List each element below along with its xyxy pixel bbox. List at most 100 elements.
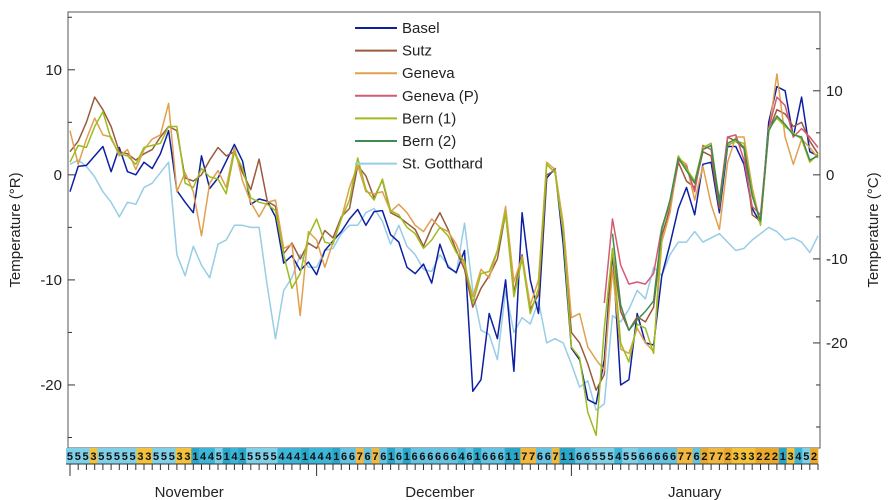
month-label: January [668,484,722,500]
weather-code-digit: 3 [788,451,794,463]
weather-code-cell [731,448,740,464]
weather-code-digit: 1 [568,451,574,463]
weather-code-cell [434,448,443,464]
weather-code-cell [457,448,466,464]
weather-code-digit: 5 [607,451,613,463]
weather-code-cell [645,448,654,464]
weather-code-cell [465,448,474,464]
weather-code-digit: 7 [553,451,559,463]
weather-code-digit: 2 [811,451,817,463]
weather-code-digit: 4 [615,451,622,463]
weather-code-cell [496,448,505,464]
weather-code-cell [105,448,114,464]
weather-code-digit: 6 [576,451,582,463]
weather-code-digit: 5 [98,451,104,463]
weather-code-cell [489,448,498,464]
y-tick-label-left: 10 [45,62,62,79]
weather-code-cell [810,448,819,464]
weather-code-cell [285,448,294,464]
weather-code-cell [113,448,122,464]
weather-code-digit: 6 [419,451,425,463]
weather-code-cell [551,448,560,464]
weather-code-cell [293,448,302,464]
weather-code-cell [254,448,263,464]
weather-code-digit: 7 [521,451,527,463]
weather-code-cell [606,448,615,464]
weather-code-cell [395,448,404,464]
weather-code-digit: 3 [145,451,151,463]
weather-code-cell [512,448,521,464]
series-line-st-gotthard [69,159,819,411]
weather-code-digit: 2 [725,451,731,463]
weather-code-digit: 6 [341,451,347,463]
weather-code-cell [630,448,639,464]
weather-code-cell [175,448,184,464]
weather-code-digit: 6 [639,451,645,463]
weather-code-cell [348,448,357,464]
weather-code-cell [692,448,701,464]
weather-code-cell [716,448,725,464]
weather-code-cell [520,448,529,464]
weather-code-cell [222,448,231,464]
weather-code-digit: 5 [83,451,89,463]
weather-code-digit: 1 [780,451,786,463]
weather-code-digit: 7 [709,451,715,463]
weather-code-digit: 4 [286,451,293,463]
y-axis-right: 10 0 -10 -20 [813,48,848,428]
legend-label: Basel [402,20,440,37]
weather-code-cell [442,448,451,464]
weather-code-cell [677,448,686,464]
weather-code-digit: 4 [318,451,325,463]
weather-code-digit: 5 [75,451,81,463]
weather-code-digit: 6 [412,451,418,463]
weather-code-cell [410,448,419,464]
weather-code-digit: 1 [506,451,512,463]
weather-code-cell [598,448,607,464]
weather-code-cell [120,448,129,464]
weather-code-digit: 4 [231,451,238,463]
weather-code-digit: 5 [600,451,606,463]
series-line-bern-1 [69,111,819,437]
weather-code-cell [794,448,803,464]
weather-code-digit: 6 [443,451,449,463]
weather-code-digit: 5 [255,451,261,463]
weather-code-cell [473,448,482,464]
weather-code-cell [747,448,756,464]
weather-code-cell [371,448,380,464]
weather-code-digit: 6 [466,451,472,463]
weather-code-cell [340,448,349,464]
weather-code-digit: 5 [122,451,128,463]
weather-code-digit: 1 [302,451,308,463]
x-axis [69,464,819,476]
legend: Basel Sutz Geneva Geneva (P) Bern (1) Bern (2… [355,20,483,173]
weather-code-cell [786,448,795,464]
weather-code-cell [622,448,631,464]
weather-code-digit: 4 [325,451,332,463]
y-axis-left: 10 0 -10 -20 [40,16,75,438]
weather-code-digit: 2 [764,451,770,463]
weather-code-cell [778,448,787,464]
weather-code-cell [543,448,552,464]
weather-code-digit: 7 [529,451,535,463]
weather-code-cell [661,448,670,464]
weather-code-digit: 7 [717,451,723,463]
weather-code-digit: 5 [161,451,167,463]
weather-code-digit: 5 [106,451,112,463]
weather-code-cell [481,448,490,464]
weather-code-digit: 3 [741,451,747,463]
weather-code-digit: 6 [584,451,590,463]
weather-code-digit: 6 [427,451,433,463]
weather-code-cell [167,448,176,464]
weather-code-digit: 7 [357,451,363,463]
weather-code-digit: 6 [670,451,676,463]
weather-code-digit: 3 [748,451,754,463]
weather-code-cell [653,448,662,464]
weather-code-cell [207,448,216,464]
weather-code-digit: 4 [310,451,317,463]
y-tick-label-right: 10 [826,83,843,100]
weather-code-cell [191,448,200,464]
weather-code-digit: 5 [623,451,629,463]
weather-code-digit: 6 [380,451,386,463]
weather-code-digit: 7 [678,451,684,463]
